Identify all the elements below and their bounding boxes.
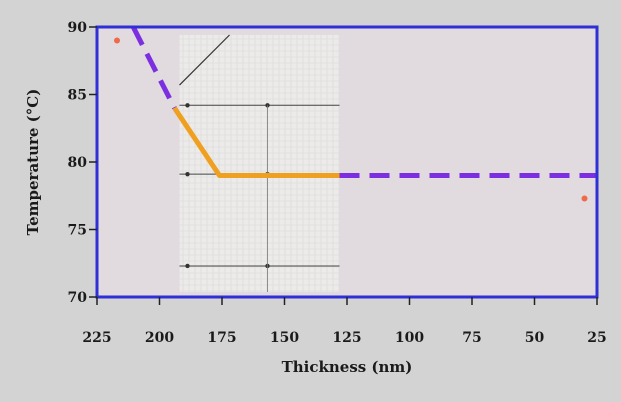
x-tick-label: 100: [395, 330, 424, 346]
data-point: [581, 195, 588, 202]
dashed-series-segment: [131, 25, 177, 110]
y-tick-label: 90: [68, 20, 88, 36]
data-points: [114, 37, 588, 202]
y-axis-label: Temperature (°C): [24, 89, 42, 236]
y-tick-label: 80: [68, 155, 88, 171]
x-tick-label: 75: [462, 330, 481, 346]
x-tick-label: 150: [270, 330, 299, 346]
x-tick-label: 175: [207, 330, 236, 346]
data-point: [114, 37, 120, 44]
micrograph-diagonal-line: [179, 34, 230, 86]
x-tick-label: 125: [332, 330, 361, 346]
micrograph-panel: [179, 35, 340, 292]
y-tick-label: 75: [68, 223, 87, 239]
x-axis: 225 200 175 150 125 100 75 50 25: [82, 297, 607, 346]
x-axis-label: Thickness (nm): [282, 358, 413, 376]
plot-area: [97, 27, 597, 297]
x-tick-label: 50: [525, 330, 545, 346]
x-tick-label: 200: [145, 330, 174, 346]
y-tick-label: 70: [68, 290, 88, 306]
micrograph-marker: [185, 171, 190, 177]
data-lines: [131, 25, 597, 178]
y-tick-label: 85: [68, 88, 87, 104]
x-tick-label: 25: [587, 330, 606, 346]
micrograph-marker: [185, 103, 190, 108]
y-axis: 70 75 80 85 90: [68, 20, 97, 306]
x-tick-label: 225: [82, 330, 111, 346]
solid-series-line: [172, 106, 340, 178]
micrograph-inset: [179, 34, 340, 292]
micrograph-marker: [185, 263, 190, 269]
